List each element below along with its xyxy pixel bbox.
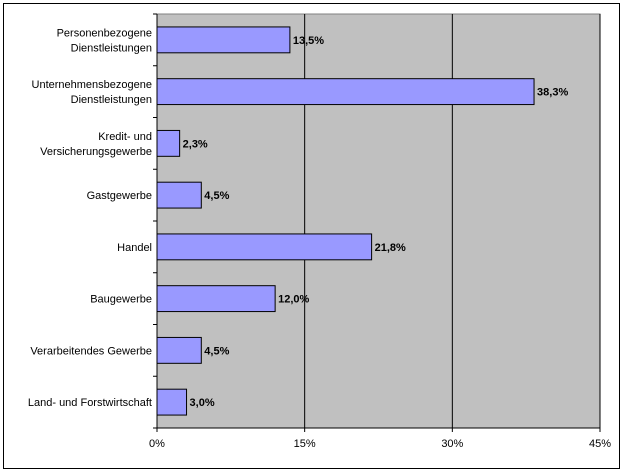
value-label-5: 12,0% <box>278 294 309 306</box>
category-label-2: Kredit- und Versicherungsgewerbe <box>40 131 152 158</box>
x-tick-label-2: 30% <box>441 438 463 450</box>
bar-4 <box>156 233 373 261</box>
category-label-5: Baugewerbe <box>90 294 152 306</box>
bar-1 <box>156 78 535 106</box>
bar-6 <box>156 336 202 364</box>
x-tick-label-3: 45% <box>589 438 611 450</box>
value-label-2: 2,3% <box>183 138 208 150</box>
value-labels: 13,5% 38,3% 2,3% 4,5% 21,8% 12,0% 4,5% 3,0% <box>183 35 569 409</box>
bar-2 <box>156 129 181 157</box>
bar-chart: Personenbezogene Dienstleistungen Unterneh… <box>28 13 611 450</box>
value-label-4: 21,8% <box>375 242 406 254</box>
category-label-7: Land- und Forstwirtschaft <box>28 397 152 409</box>
value-label-1: 38,3% <box>537 87 568 99</box>
value-label-6: 4,5% <box>204 345 229 357</box>
category-label-0: Personenbezogene Dienstleistungen <box>57 27 152 54</box>
value-label-7: 3,0% <box>190 397 215 409</box>
bar-7 <box>156 388 188 416</box>
category-labels: Personenbezogene Dienstleistungen Unterneh… <box>28 27 152 409</box>
value-label-3: 4,5% <box>204 190 229 202</box>
category-label-4: Handel <box>117 242 152 254</box>
y-axis <box>153 13 158 429</box>
value-label-0: 13,5% <box>293 35 324 47</box>
x-axis: 0% 15% 30% 45% <box>149 427 611 450</box>
bar-3 <box>156 181 202 209</box>
category-label-6: Verarbeitendes Gewerbe <box>30 345 152 357</box>
x-tick-label-0: 0% <box>149 438 165 450</box>
chart-frame: Personenbezogene Dienstleistungen Unterneh… <box>3 3 620 469</box>
category-label-1: Unternehmensbezogene Dienstleistungen <box>32 79 152 106</box>
plot-area <box>156 13 601 429</box>
bar-0 <box>156 26 291 54</box>
x-tick-label-1: 15% <box>294 438 316 450</box>
bars <box>156 26 535 416</box>
category-label-3: Gastgewerbe <box>87 190 152 202</box>
bar-5 <box>156 285 276 313</box>
